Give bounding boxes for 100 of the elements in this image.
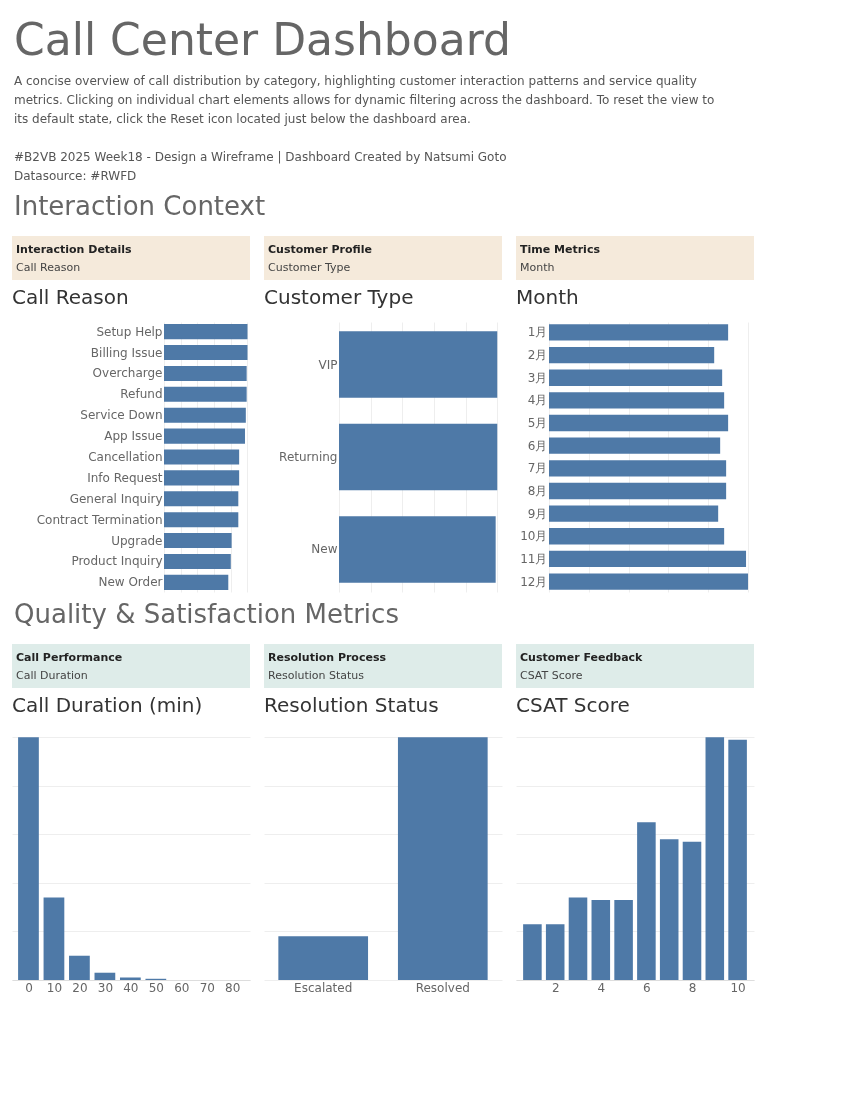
x-tick-label: 10	[46, 980, 63, 995]
y-tick-label: 5月	[527, 416, 548, 431]
text: CSAT Score	[520, 669, 583, 682]
text: Call Reason	[16, 261, 81, 274]
x-tick-label: 40	[123, 980, 139, 995]
y-tick-label: 11月	[520, 551, 548, 566]
x-tick-label: 10	[730, 980, 746, 995]
chart-title: Resolution Status	[264, 693, 439, 717]
x-tick-label: 6	[643, 980, 651, 995]
bar	[164, 428, 245, 444]
y-tick-label: 12月	[520, 574, 548, 589]
text: Call Center Dashboard	[14, 14, 511, 65]
bar	[549, 505, 719, 522]
bar	[549, 528, 725, 545]
text: Month	[520, 261, 555, 274]
y-tick-label: Setup Help	[96, 324, 163, 339]
chart-title: Call Duration (min)	[12, 693, 203, 717]
bar	[549, 392, 725, 409]
bar	[659, 839, 679, 980]
bar	[164, 491, 239, 507]
y-tick-label: 9月	[527, 506, 548, 521]
bar	[164, 449, 240, 465]
text: Customer Feedback	[520, 651, 644, 664]
bar	[164, 470, 240, 486]
bar	[523, 924, 542, 980]
bar	[18, 737, 39, 980]
bar	[545, 924, 565, 980]
chart-title: Call Reason	[12, 285, 129, 309]
y-tick-label: Contract Termination	[36, 512, 163, 527]
x-tick-label: 30	[97, 980, 114, 995]
text: Quality & Satisfaction Metrics	[14, 599, 399, 629]
bar	[549, 369, 723, 386]
chart-title: Month	[516, 285, 579, 309]
y-tick-label: Service Down	[80, 408, 163, 423]
bar	[549, 482, 727, 500]
text: Interaction Context	[14, 191, 266, 221]
x-tick-label: 4	[597, 980, 606, 995]
bar	[549, 573, 749, 590]
bar	[637, 822, 656, 980]
y-tick-label: General Inquiry	[69, 491, 163, 506]
y-tick-label: Product Inquiry	[71, 554, 163, 569]
y-tick-label: New Order	[98, 575, 163, 590]
bar	[549, 324, 729, 341]
text: Customer Type	[268, 261, 351, 274]
text: Call Performance	[16, 651, 123, 664]
chart-title: CSAT Score	[516, 693, 630, 717]
y-tick-label: VIP	[318, 357, 338, 372]
x-tick-label: 0	[25, 980, 33, 995]
bar	[705, 737, 725, 980]
bar	[94, 972, 116, 980]
x-tick-label: 8	[688, 980, 697, 995]
y-tick-label: 1月	[527, 325, 548, 340]
bar	[549, 550, 747, 568]
y-tick-label: 3月	[527, 370, 548, 385]
x-tick-label: Escalated	[294, 980, 353, 995]
y-tick-label: New	[311, 542, 338, 557]
x-tick-label: 80	[225, 980, 241, 995]
bar	[164, 365, 247, 381]
bar	[164, 344, 248, 361]
bar	[591, 899, 611, 980]
bar	[164, 324, 248, 340]
x-tick-label: 70	[199, 980, 215, 995]
text: A concise overview of call distribution by category, highlighting customer interaction patterns and service quality metrics. Clicking on individual chart elements allows for dynamic filtering across the dashboard. To reset the view to its default state, click the Reset icon located just below the dashboard area.	[14, 74, 715, 126]
y-tick-label: Info Request	[87, 470, 163, 485]
text: #B2VB 2025 Week18 - Design a Wireframe | Dashboard Created by Natsumi Goto	[14, 150, 507, 164]
y-tick-label: 6月	[527, 438, 548, 453]
y-tick-label: Refund	[120, 387, 163, 402]
text: Customer Profile	[268, 243, 372, 256]
bar	[164, 574, 229, 590]
text: Call Duration	[16, 669, 88, 682]
y-tick-label: 2月	[527, 348, 548, 363]
text: Time Metrics	[520, 243, 601, 256]
y-tick-label: 8月	[527, 483, 548, 498]
y-tick-label: Cancellation	[88, 450, 163, 464]
bar	[164, 512, 239, 528]
bar	[614, 899, 633, 980]
text: Resolution Process	[268, 651, 387, 664]
bar	[164, 553, 231, 570]
bar	[43, 897, 65, 980]
y-tick-label: Returning	[279, 450, 338, 464]
text: Resolution Status	[268, 669, 365, 682]
bar	[568, 897, 588, 980]
bar	[164, 407, 246, 423]
bar	[549, 414, 729, 432]
bar	[682, 841, 702, 980]
bar	[164, 533, 232, 549]
bar	[549, 437, 721, 454]
y-tick-label: 4月	[527, 393, 548, 408]
text: Interaction Details	[16, 243, 133, 256]
x-tick-label: 50	[148, 980, 164, 995]
y-tick-label: App Issue	[104, 429, 163, 444]
bar	[164, 386, 247, 402]
y-tick-label: Overcharge	[92, 366, 163, 381]
chart-title: Customer Type	[264, 285, 414, 309]
x-tick-label: 20	[72, 980, 88, 995]
y-tick-label: Upgrade	[111, 533, 163, 548]
bar	[549, 460, 727, 477]
x-tick-label: 2	[551, 980, 560, 995]
text: Datasource: #RWFD	[14, 169, 137, 183]
y-tick-label: Billing Issue	[90, 345, 163, 360]
